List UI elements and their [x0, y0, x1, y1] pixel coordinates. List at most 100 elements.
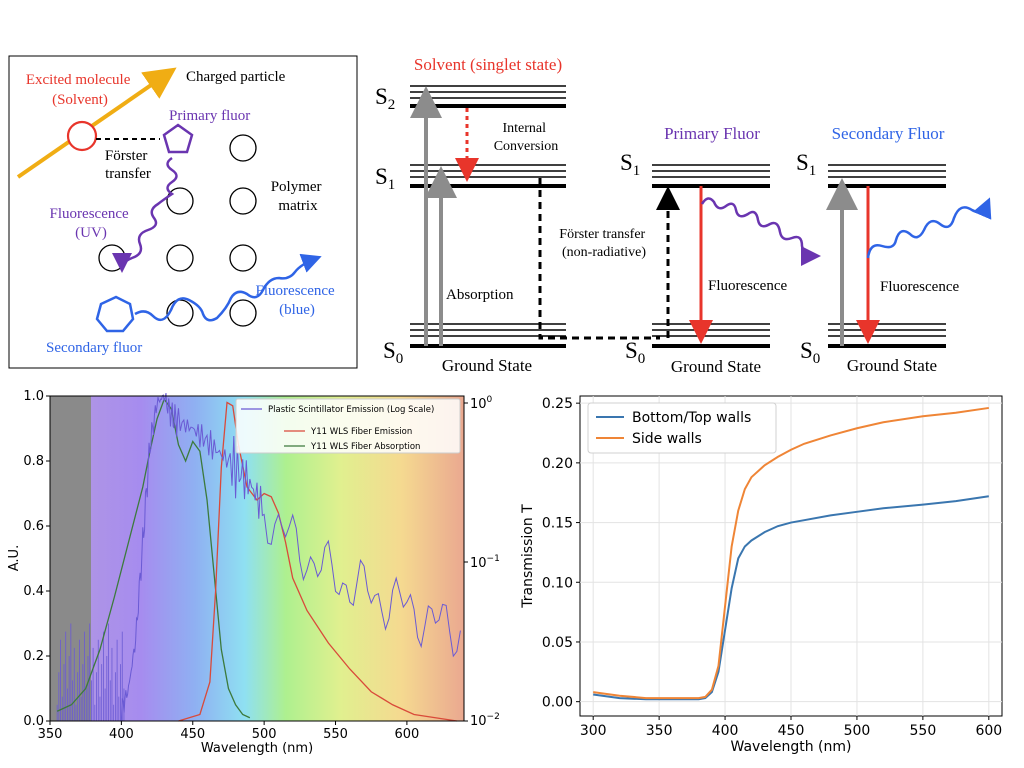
internal-conversion-label: Internal Conversion: [494, 121, 559, 154]
y-tick-label: 0.10: [542, 575, 573, 591]
spectra-y2-ticks: 100 10−1 10−2: [464, 395, 500, 729]
secondary-s1-label: S1: [796, 150, 816, 179]
x-tick-label: 500: [252, 727, 277, 742]
y-tick-label: 0.0: [23, 714, 44, 729]
x-tick-label: 350: [646, 723, 673, 739]
spectra-chart: 350 400 450 500 550 600 0.0 0.2 0.4 0.6 0.8 1.0 10…: [7, 389, 500, 756]
excited-molecule-circle: [66, 120, 98, 152]
excited-molecule-label: Excited molecule (Solvent): [26, 72, 134, 108]
blue-fluorescence-wave: [134, 253, 322, 322]
y-tick-label: 1.0: [23, 389, 44, 404]
y-tick-label: 0.8: [23, 454, 44, 469]
legend-label-fiber-absorption: Y11 WLS Fiber Absorption: [310, 442, 420, 452]
fluorescence-blue-label: Fluorescence (blue): [256, 283, 339, 318]
secondary-ground-state-label: Ground State: [847, 356, 937, 375]
energy-level-panel: [410, 85, 992, 348]
spectra-x-axis-label: Wavelength (nm): [201, 741, 313, 756]
y-tick-label: 0.20: [542, 456, 573, 472]
y-tick-label: 0.00: [542, 695, 573, 711]
fluorescence-uv-label: Fluorescence (UV): [50, 206, 133, 241]
y2-tick-label: 100: [470, 395, 493, 412]
spectra-y-ticks: 0.0 0.2 0.4 0.6 0.8 1.0: [23, 389, 50, 729]
primary-fluor-title: Primary Fluor: [664, 124, 760, 143]
x-tick-label: 300: [580, 723, 607, 739]
energy-level-labels: Solvent (singlet state) Primary Fluor Se…: [375, 55, 959, 376]
polymer-matrix-label: Polymer matrix: [271, 179, 326, 214]
legend-label-bottom-top: Bottom/Top walls: [632, 410, 751, 426]
transmission-legend: [587, 402, 777, 454]
x-tick-label: 350: [38, 727, 63, 742]
legend-label-fiber-emission: Y11 WLS Fiber Emission: [310, 427, 412, 437]
forster-label: Förster transfer: [105, 148, 151, 182]
polymer-circle: [229, 187, 257, 215]
primary-fluor-pentagon: [162, 123, 194, 154]
series-line-side-walls: [593, 406, 989, 700]
primary-fluorescence-label: Fluorescence: [708, 278, 787, 294]
spectra-x-ticks: 350 400 450 500 550 600: [38, 721, 419, 742]
legend-label-scintillator: Plastic Scintillator Emission (Log Scale…: [268, 405, 434, 415]
secondary-fluor-title: Secondary Fluor: [832, 124, 945, 143]
primary-ground-state-label: Ground State: [671, 357, 761, 376]
x-tick-label: 500: [844, 723, 871, 739]
y-tick-label: 0.6: [23, 519, 44, 534]
polymer-circle: [166, 244, 194, 272]
y2-tick-label: 10−2: [470, 712, 500, 729]
charged-particle-track: [16, 67, 177, 179]
transmission-grid: [580, 396, 1002, 716]
polymer-circle: [229, 134, 257, 162]
secondary-fluor-levels: [828, 164, 946, 348]
molecule-panel: Excited molecule (Solvent) Charged parti…: [8, 55, 358, 369]
legend-label-side-walls: Side walls: [632, 431, 702, 447]
solvent-s2-label: S2: [375, 84, 395, 113]
secondary-fluorescence-label: Fluorescence: [880, 279, 959, 295]
y-tick-label: 0.25: [542, 396, 573, 412]
uv-fluorescence-wave: [112, 156, 178, 273]
primary-s0-label: S0: [625, 338, 645, 367]
solvent-s1-label: S1: [375, 164, 395, 193]
primary-fluor-label: Primary fluor: [169, 108, 250, 124]
solvent-ground-state-label: Ground State: [442, 356, 532, 375]
solvent-title: Solvent (singlet state): [414, 55, 562, 74]
series-line-bottom-top-walls: [593, 495, 989, 701]
y-tick-label: 0.4: [23, 584, 44, 599]
transmission-x-ticks: 300 350 400 450 500 550 600: [580, 716, 1002, 739]
x-tick-label: 600: [975, 723, 1002, 739]
forster-transfer-label: Förster transfer (non-radiative): [559, 227, 648, 260]
primary-s1-label: S1: [620, 150, 640, 179]
charged-particle-label: Charged particle: [186, 69, 286, 85]
x-tick-label: 550: [323, 727, 348, 742]
primary-fluor-levels: [652, 164, 770, 348]
series-line-scintillator-emission: [120, 393, 461, 721]
secondary-fluor-heptagon: [95, 295, 135, 333]
x-tick-label: 450: [778, 723, 805, 739]
x-tick-label: 600: [394, 727, 419, 742]
transmission-x-axis-label: Wavelength (nm): [731, 739, 852, 755]
y-tick-label: 0.15: [542, 516, 573, 532]
polymer-circle: [229, 244, 257, 272]
solvent-s0-label: S0: [383, 338, 403, 367]
blue-emission-wave: [866, 197, 992, 259]
y-tick-label: 0.2: [23, 649, 44, 664]
x-tick-label: 450: [180, 727, 205, 742]
series-line-fiber-emission: [178, 401, 457, 722]
absorption-label: Absorption: [446, 287, 514, 303]
x-tick-label: 550: [910, 723, 937, 739]
x-tick-label: 400: [712, 723, 739, 739]
uv-emission-wave: [700, 197, 821, 266]
secondary-s0-label: S0: [800, 338, 820, 367]
transmission-y-axis-label: Transmission T: [520, 504, 536, 609]
series-line-fiber-absorption: [56, 397, 251, 719]
spectra-y-axis-label: A.U.: [7, 545, 22, 571]
polymer-circle: [229, 299, 257, 327]
x-tick-label: 400: [109, 727, 134, 742]
y2-tick-label: 10−1: [470, 554, 500, 571]
y-tick-label: 0.05: [542, 635, 573, 651]
forster-path: [538, 178, 660, 340]
transmission-chart: 300 350 400 450 500 550 600 0.000.050.100.150.…: [520, 395, 1003, 755]
spectra-plot-frame: [49, 395, 465, 722]
secondary-fluor-label: Secondary fluor: [46, 340, 142, 356]
transmission-y-ticks: 0.00 0.05 0.10 0.15 0.20 0.25: [542, 396, 580, 711]
polymer-circle: [166, 299, 194, 327]
spectra-legend: [235, 398, 461, 454]
